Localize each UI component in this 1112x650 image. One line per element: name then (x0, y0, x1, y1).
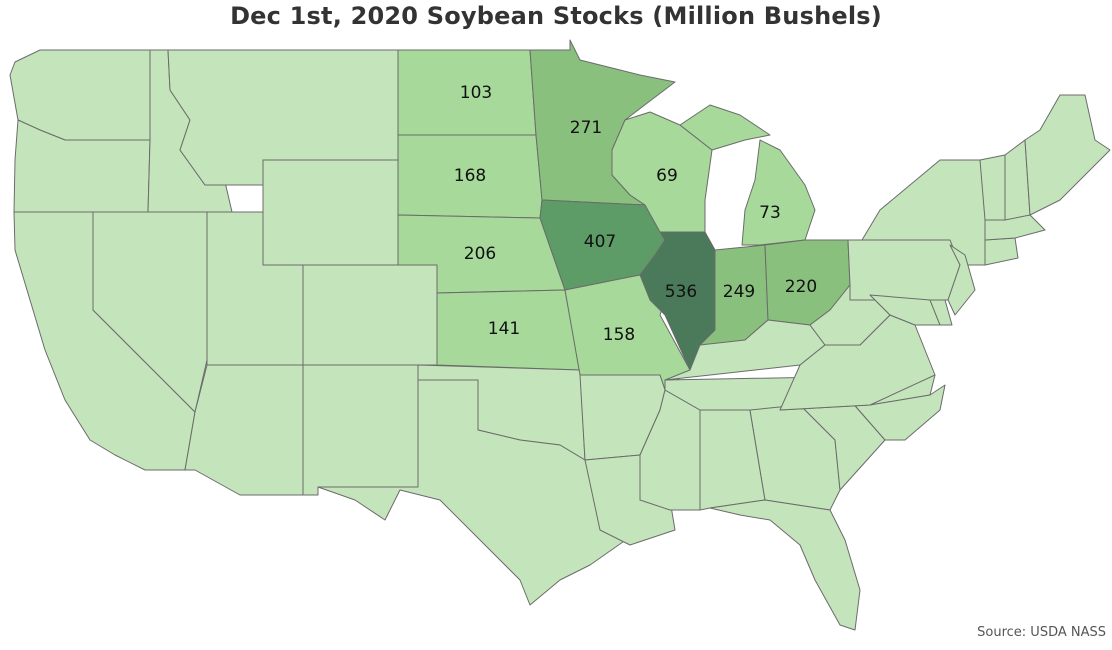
state-md (869, 294, 941, 326)
state-co (302, 264, 438, 366)
state-mi (741, 139, 816, 246)
state-il (639, 231, 716, 371)
state-az (184, 364, 304, 496)
value-label-ne: 206 (464, 244, 496, 264)
state-fl (709, 499, 861, 631)
value-label-nd: 103 (460, 83, 492, 103)
state-pa (847, 239, 961, 301)
state-nm (302, 364, 419, 496)
state-vt (979, 154, 1006, 221)
value-label-ia: 407 (584, 232, 616, 252)
state-ct (984, 237, 1019, 266)
value-label-in: 249 (723, 282, 755, 302)
state-nj (947, 244, 976, 316)
value-label-mo: 158 (603, 325, 635, 345)
map-title: Dec 1st, 2020 Soybean Stocks (Million Bu… (230, 2, 882, 30)
state-me (1024, 94, 1111, 216)
state-mi-up (679, 104, 771, 151)
state-wy (262, 159, 399, 266)
state-tx (317, 379, 641, 606)
state-wi (611, 111, 713, 233)
value-labels: 103 271 168 69 73 206 407 536 249 220 141 158 (454, 83, 817, 345)
value-label-mi: 73 (759, 203, 781, 223)
value-label-il: 536 (665, 282, 697, 302)
value-label-oh: 220 (785, 277, 817, 297)
source-note: Source: USDA NASS (977, 625, 1106, 640)
value-label-ks: 141 (488, 319, 520, 339)
state-nv (92, 211, 208, 413)
value-label-wi: 69 (656, 166, 678, 186)
value-label-mn: 271 (570, 118, 602, 138)
state-de (929, 299, 953, 326)
value-label-sd: 168 (454, 166, 486, 186)
